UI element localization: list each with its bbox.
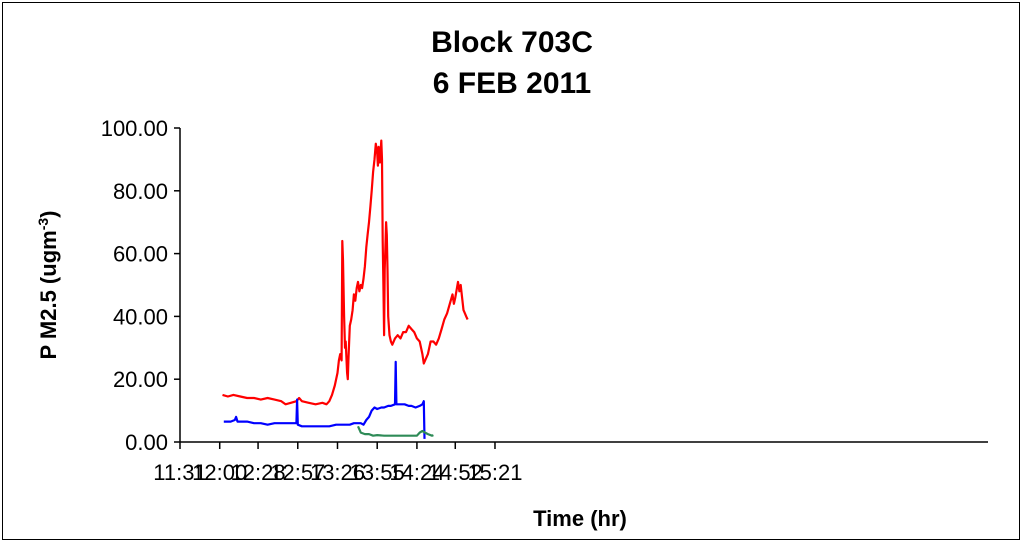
x-tick-label: 14:24 xyxy=(389,460,444,485)
chart-title-line2: 6 FEB 2011 xyxy=(433,67,591,100)
x-tick-label: 13:55 xyxy=(350,460,405,485)
y-axis-label-superscript: -3 xyxy=(35,218,51,231)
x-tick-label: 15:21 xyxy=(467,460,522,485)
y-tick-label: 80.00 xyxy=(113,179,168,204)
x-tick-label: 14:52 xyxy=(428,460,483,485)
y-tick-label: 60.00 xyxy=(113,242,168,267)
y-axis-label-main: P M2.5 (ugm xyxy=(36,230,61,359)
y-tick-label: 100.00 xyxy=(101,116,168,141)
y-tick-label: 40.00 xyxy=(113,304,168,329)
x-tick-label: 13:26 xyxy=(310,460,365,485)
y-tick-label: 20.00 xyxy=(113,367,168,392)
blue-series-line xyxy=(223,360,426,439)
chart-title-line1: Block 703C xyxy=(431,26,593,59)
y-axis-label: P M2.5 (ugm-3) xyxy=(35,211,61,360)
y-axis-label-close: ) xyxy=(36,211,61,218)
x-tick-label: 12:28 xyxy=(231,460,286,485)
x-tick-label: 11:31 xyxy=(153,460,206,485)
y-axis-ticks: 0.00 20.00 40.00 60.00 80.00 100.00 xyxy=(101,116,180,455)
x-tick-label: 12:00 xyxy=(192,460,247,485)
y-tick-label: 0.00 xyxy=(125,430,168,455)
green-series-line xyxy=(356,425,434,437)
series-layer xyxy=(222,139,469,439)
x-axis-label: Time (hr) xyxy=(533,506,627,531)
axes xyxy=(179,128,988,443)
red-series-line xyxy=(222,139,469,406)
x-axis-ticks: 11:3112:0012:2812:5713:2613:5514:2414:52… xyxy=(153,442,523,485)
x-tick-label: 12:57 xyxy=(270,460,325,485)
